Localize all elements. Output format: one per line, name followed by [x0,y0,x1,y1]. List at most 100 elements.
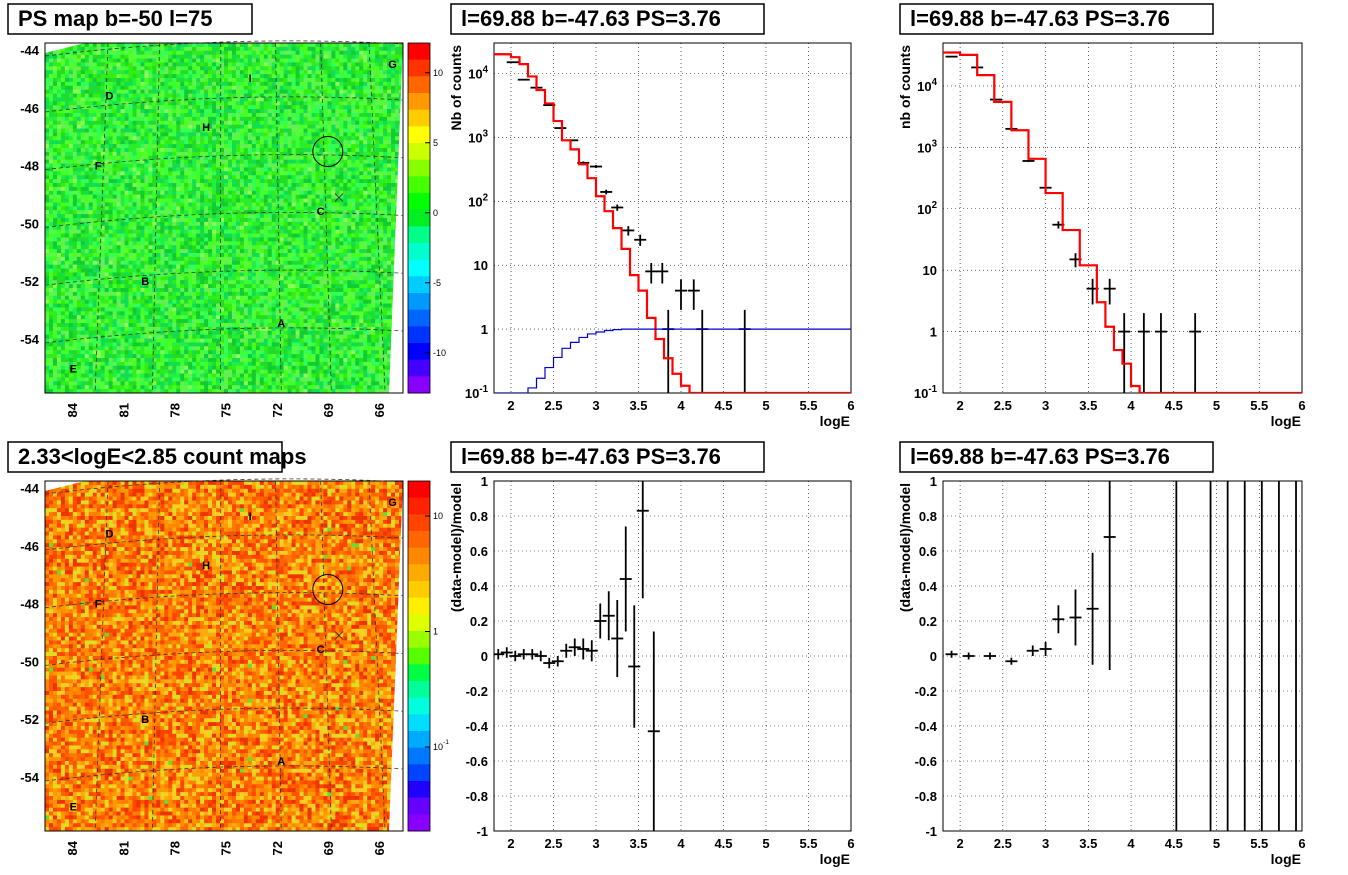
x-tick-label: 78 [167,403,182,417]
title-box [899,441,1214,473]
map-edge [45,43,85,53]
chart-title: l=69.88 b=-47.63 PS=3.76 [461,444,721,469]
x-tick-label: 2 [507,398,514,413]
y-tick-label: 10-1 [465,384,489,401]
x-tick-label: 3.5 [1079,836,1097,851]
x-tick-label: 4.5 [1165,398,1183,413]
graticule-line [44,327,404,344]
x-tick-label: 5 [762,836,769,851]
y-tick-label: 0.6 [470,544,488,559]
y-axis-label: Nb of counts [448,45,464,131]
y-tick-label: -0.4 [915,719,938,734]
x-tick-label: 6 [1298,398,1305,413]
x-tick-label: 66 [372,403,387,417]
x-tick-label: 2.5 [544,836,562,851]
plot-frame [942,42,1303,394]
graticule-line [44,534,404,551]
y-tick-label: 1 [930,325,937,340]
graticule-line [44,707,404,724]
x-tick-label: 5.5 [1250,398,1268,413]
graticule-line [44,649,404,666]
x-tick-label: 5 [1213,836,1220,851]
x-tick-label: 75 [219,403,234,417]
y-tick-label: -48 [20,159,39,174]
color-bar-label: 10 [433,68,443,78]
source-label: A [277,318,285,330]
graticule-line [44,211,404,228]
spectrum-panel: 2 2.5 3 3.5 4 4.5 5 5.5 6 10-1 1 10 102 103 104 logE nb … [897,42,1306,429]
x-tick-label: 4.5 [1165,836,1183,851]
color-bar-label: 10 [433,511,443,521]
graticule-line [44,40,404,57]
point-source-cross [334,631,344,640]
source-label: G [388,497,397,509]
source-label: B [141,714,149,726]
color-bar-label: 10-1 [433,739,449,752]
color-bar-frame [407,42,431,394]
plot-frame [493,480,852,832]
x-tick-label: 4.5 [714,398,732,413]
y-tick-label: 0.2 [919,614,937,629]
title-box [450,441,765,473]
y-tick-label: -0.2 [915,684,937,699]
y-tick-label: 103 [917,138,937,155]
chart-title: PS map b=-50 l=75 [18,6,212,31]
x-tick-label: 5.5 [799,398,817,413]
graticule-line [320,42,332,394]
x-tick-label: 81 [116,841,131,855]
x-tick-label: 84 [65,840,80,855]
y-tick-label: 103 [468,128,488,145]
x-axis-label: logE [820,851,850,867]
source-label: I [249,511,252,523]
graticule-line [44,765,404,782]
x-tick-label: 4 [1127,836,1135,851]
y-tick-label: -50 [20,216,39,231]
y-tick-label: 0.6 [919,544,937,559]
source-label: H [202,560,210,572]
plot-area [945,481,1297,831]
x-tick-label: 3.5 [629,398,647,413]
x-tick-label: 3 [592,398,599,413]
y-tick-label: -0.2 [466,684,488,699]
x-tick-label: 3 [1042,836,1049,851]
chart-title: l=69.88 b=-47.63 PS=3.76 [910,444,1170,469]
y-axis-label: (data-model)/model [897,483,913,612]
point-source-circle [312,136,344,167]
color-bar-label: 5 [433,138,438,148]
sky-map: G I D H F C B A E 84 81 78 75 72 69 66 -44 -46 -48 -50 -52 -5… [20,478,404,855]
source-label: C [317,206,325,218]
y-tick-label: -0.8 [466,789,488,804]
source-label: E [70,802,77,814]
x-tick-label: 5.5 [1250,836,1268,851]
y-tick-label: -0.6 [915,754,937,769]
y-tick-label: 0.2 [470,614,488,629]
y-tick-label: -0.4 [466,719,489,734]
graticule-line [275,42,282,394]
source-label: B [141,276,149,288]
y-tick-label: 0 [481,649,488,664]
y-tick-label: 10-1 [914,384,938,401]
source-label: E [70,364,77,376]
plot-area [494,481,660,831]
x-tick-label: 4.5 [714,836,732,851]
y-tick-label: -52 [20,274,39,289]
x-tick-label: 6 [847,836,854,851]
y-tick-label: -48 [20,597,39,612]
y-tick-label: -52 [20,712,39,727]
map-frame [44,480,404,832]
y-tick-label: 0.8 [919,509,937,524]
graticule-line [44,154,404,171]
y-tick-label: 104 [468,64,488,81]
x-tick-label: 4 [677,398,685,413]
spectrum-panel: 2 2.5 3 3.5 4 4.5 5 5.5 6 10-1 1 10 102 103 104 logE Nb … [448,42,855,429]
x-tick-label: 72 [270,841,285,855]
x-tick-label: 81 [116,403,131,417]
y-tick-label: -44 [20,43,40,58]
y-tick-label: 10 [474,258,488,273]
title-box [899,3,1214,35]
y-tick-label: -46 [20,101,39,116]
graticule-line [44,592,404,609]
color-bar-label: -10 [433,348,446,358]
graticule-line [94,42,109,394]
